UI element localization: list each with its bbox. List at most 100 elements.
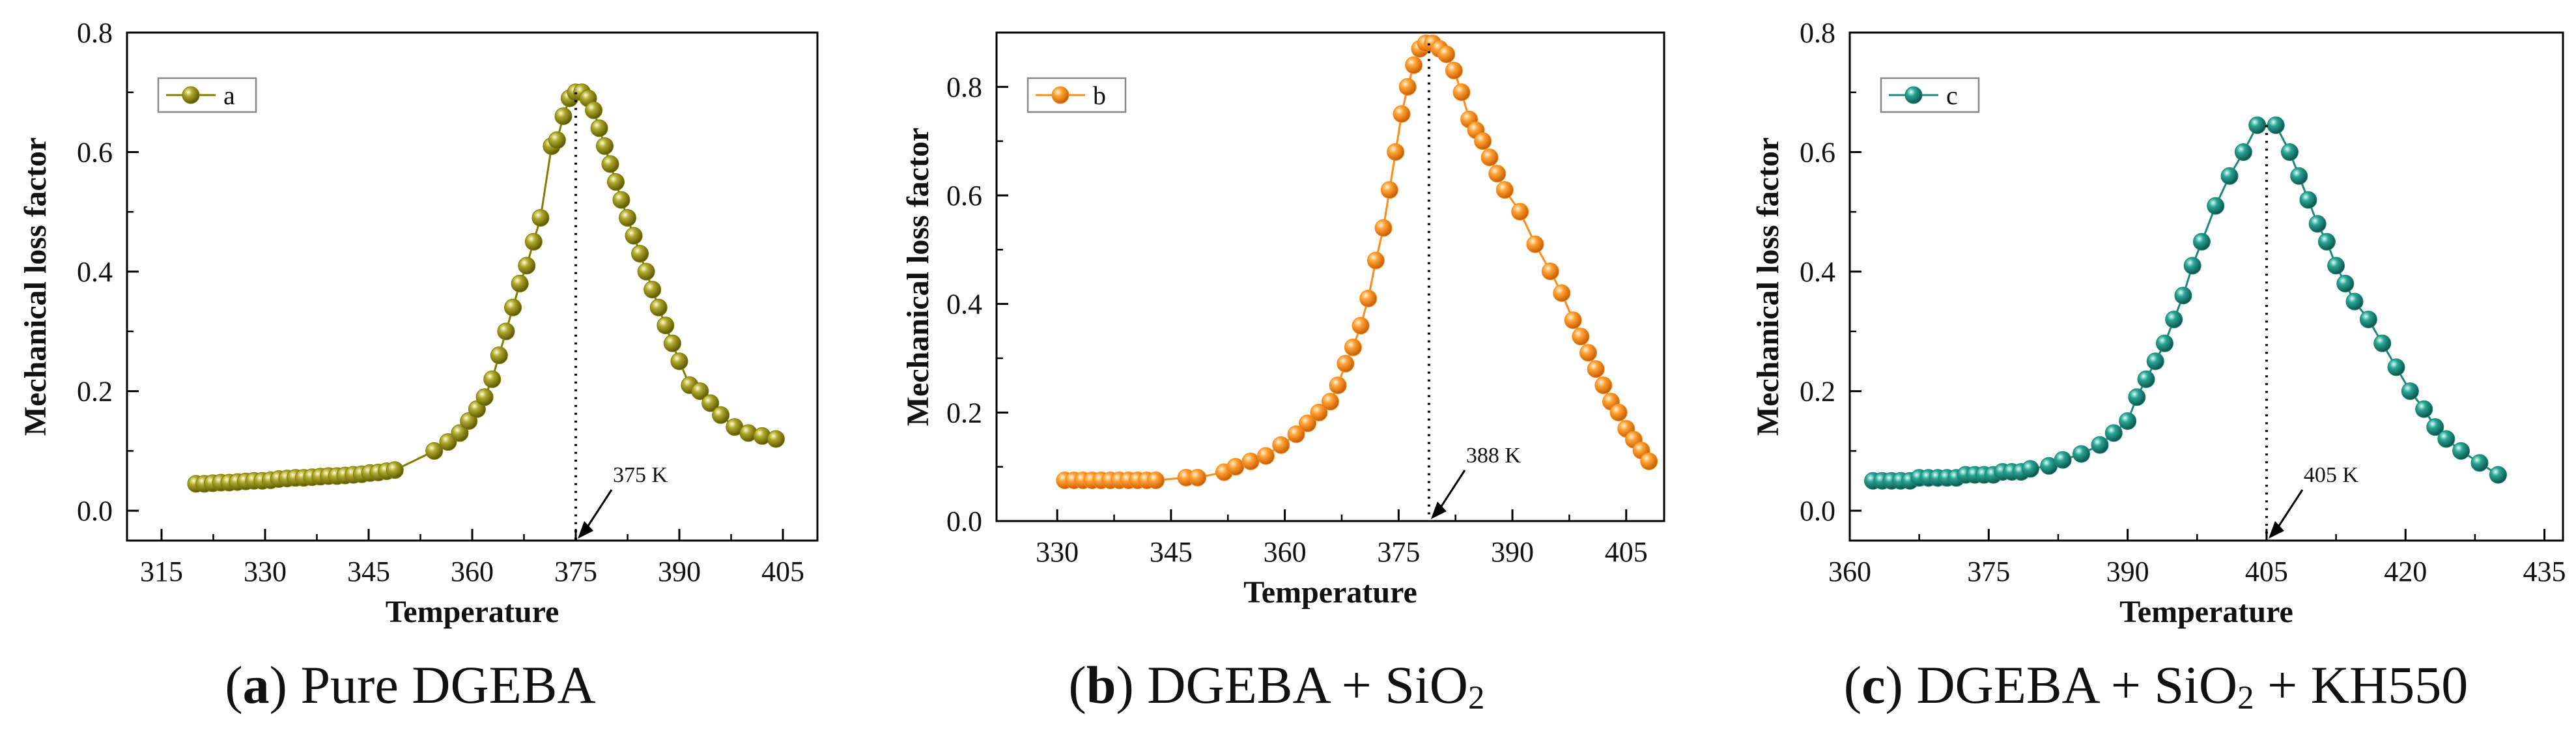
x-axis-label: Temperature [2119,595,2293,629]
data-point [1474,132,1492,150]
data-point [1329,376,1347,395]
x-tick-label: 435 [2523,556,2566,587]
x-axis-label: Temperature [1243,575,1417,610]
data-point [524,233,543,251]
data-point [504,298,522,317]
legend-label: b [1093,81,1106,110]
x-tick-label: 345 [1150,536,1193,568]
data-point [1541,262,1559,281]
y-tick-label: 0.4 [946,289,982,320]
data-point [2336,274,2355,292]
annotation-arrowhead [1430,502,1447,519]
data-point [2054,451,2072,469]
data-point [2156,334,2174,352]
y-tick-label: 0.2 [1800,376,1835,408]
data-point [1609,403,1628,421]
data-point [1337,354,1355,373]
caption-b: (b) DGEBA + SiO2 [1068,655,1485,716]
y-tick-label: 0.8 [77,17,113,49]
data-point [2128,388,2146,406]
caption-c: (c) DGEBA + SiO2 + KH550 [1843,655,2469,716]
x-tick-label: 330 [244,556,287,587]
x-tick-label: 405 [1605,536,1648,568]
caption-text: Pure DGEBA [287,655,596,715]
data-point [1572,328,1590,346]
data-point [619,208,636,227]
data-point [1594,376,1613,395]
data-point [1564,311,1582,330]
data-point [644,281,662,299]
data-point [1640,452,1658,470]
data-point [1189,468,1207,487]
data-point [1398,78,1417,96]
caption-subscript: 2 [1468,679,1485,716]
data-point [1256,447,1275,465]
data-point [511,274,529,292]
series-line [196,91,776,485]
data-point [425,442,444,460]
data-point [1437,45,1456,63]
data-point [2165,310,2183,328]
data-point [2207,197,2225,215]
data-point [612,191,630,209]
data-point [1310,403,1328,421]
data-point [554,107,573,125]
y-axis-label: Mechanical loss factor [18,137,53,436]
peak-annotation: 405 K [2304,463,2359,487]
data-point [2146,352,2164,371]
x-tick-label: 360 [1828,556,1871,587]
plot-frame [995,31,1665,522]
data-point [1287,425,1305,444]
x-tick-label: 360 [1264,536,1307,568]
data-point [490,347,508,365]
data-point [2426,418,2444,436]
caption-a: (a) Pure DGEBA [225,655,596,715]
data-point [663,334,681,352]
caption-text: DGEBA + SiO [1903,655,2238,715]
x-tick-label: 405 [761,556,804,587]
data-point [637,262,655,281]
data-point [2437,430,2456,448]
data-point [2387,358,2405,376]
x-tick-label: 360 [451,556,494,587]
data-point [1147,472,1165,489]
data-point [483,370,502,388]
data-point [585,101,603,119]
y-axis-label: Mechanical loss factor [1751,137,1785,436]
y-tick-label: 0.4 [1800,256,1835,288]
data-point [649,298,668,317]
legend-marker [1904,86,1923,104]
data-point [590,119,608,137]
data-point [439,433,457,451]
x-tick-label: 375 [1967,556,2010,587]
annotation-arrowhead [578,521,593,539]
data-point [1579,344,1598,362]
data-point [631,245,649,263]
data-point [1241,452,1260,470]
data-point [1495,181,1514,199]
data-point [2119,412,2137,430]
data-point [701,394,720,412]
x-tick-label: 390 [2106,556,2149,587]
data-point [2345,292,2364,311]
data-point [2299,191,2317,209]
data-point [1322,393,1339,411]
x-tick-label: 390 [658,556,701,587]
y-tick-label: 0.0 [77,495,113,527]
data-point [2220,167,2239,185]
chart-panel-c: 360 375 390 405 420 435 0.0 0.2 0.4 0.6 0.8 Tempera… [1751,17,2566,629]
data-point [1226,458,1245,476]
data-point [601,155,619,173]
caption-subscript: 2 [2237,679,2254,716]
x-tick-label: 345 [347,556,390,587]
chart-panel-b: 330 345 360 375 390 405 0.0 0.2 0.4 0.6 0.8 Tempera… [901,31,1665,610]
data-point [2401,382,2419,401]
data-point [2280,143,2299,162]
x-tick-label: 330 [1036,536,1079,568]
y-tick-label: 0.8 [1800,17,1835,49]
data-point [2373,334,2392,352]
caption-letter: a [242,655,270,715]
x-tick-label: 405 [2245,556,2288,587]
data-point [670,352,688,371]
data-point [1488,165,1507,183]
